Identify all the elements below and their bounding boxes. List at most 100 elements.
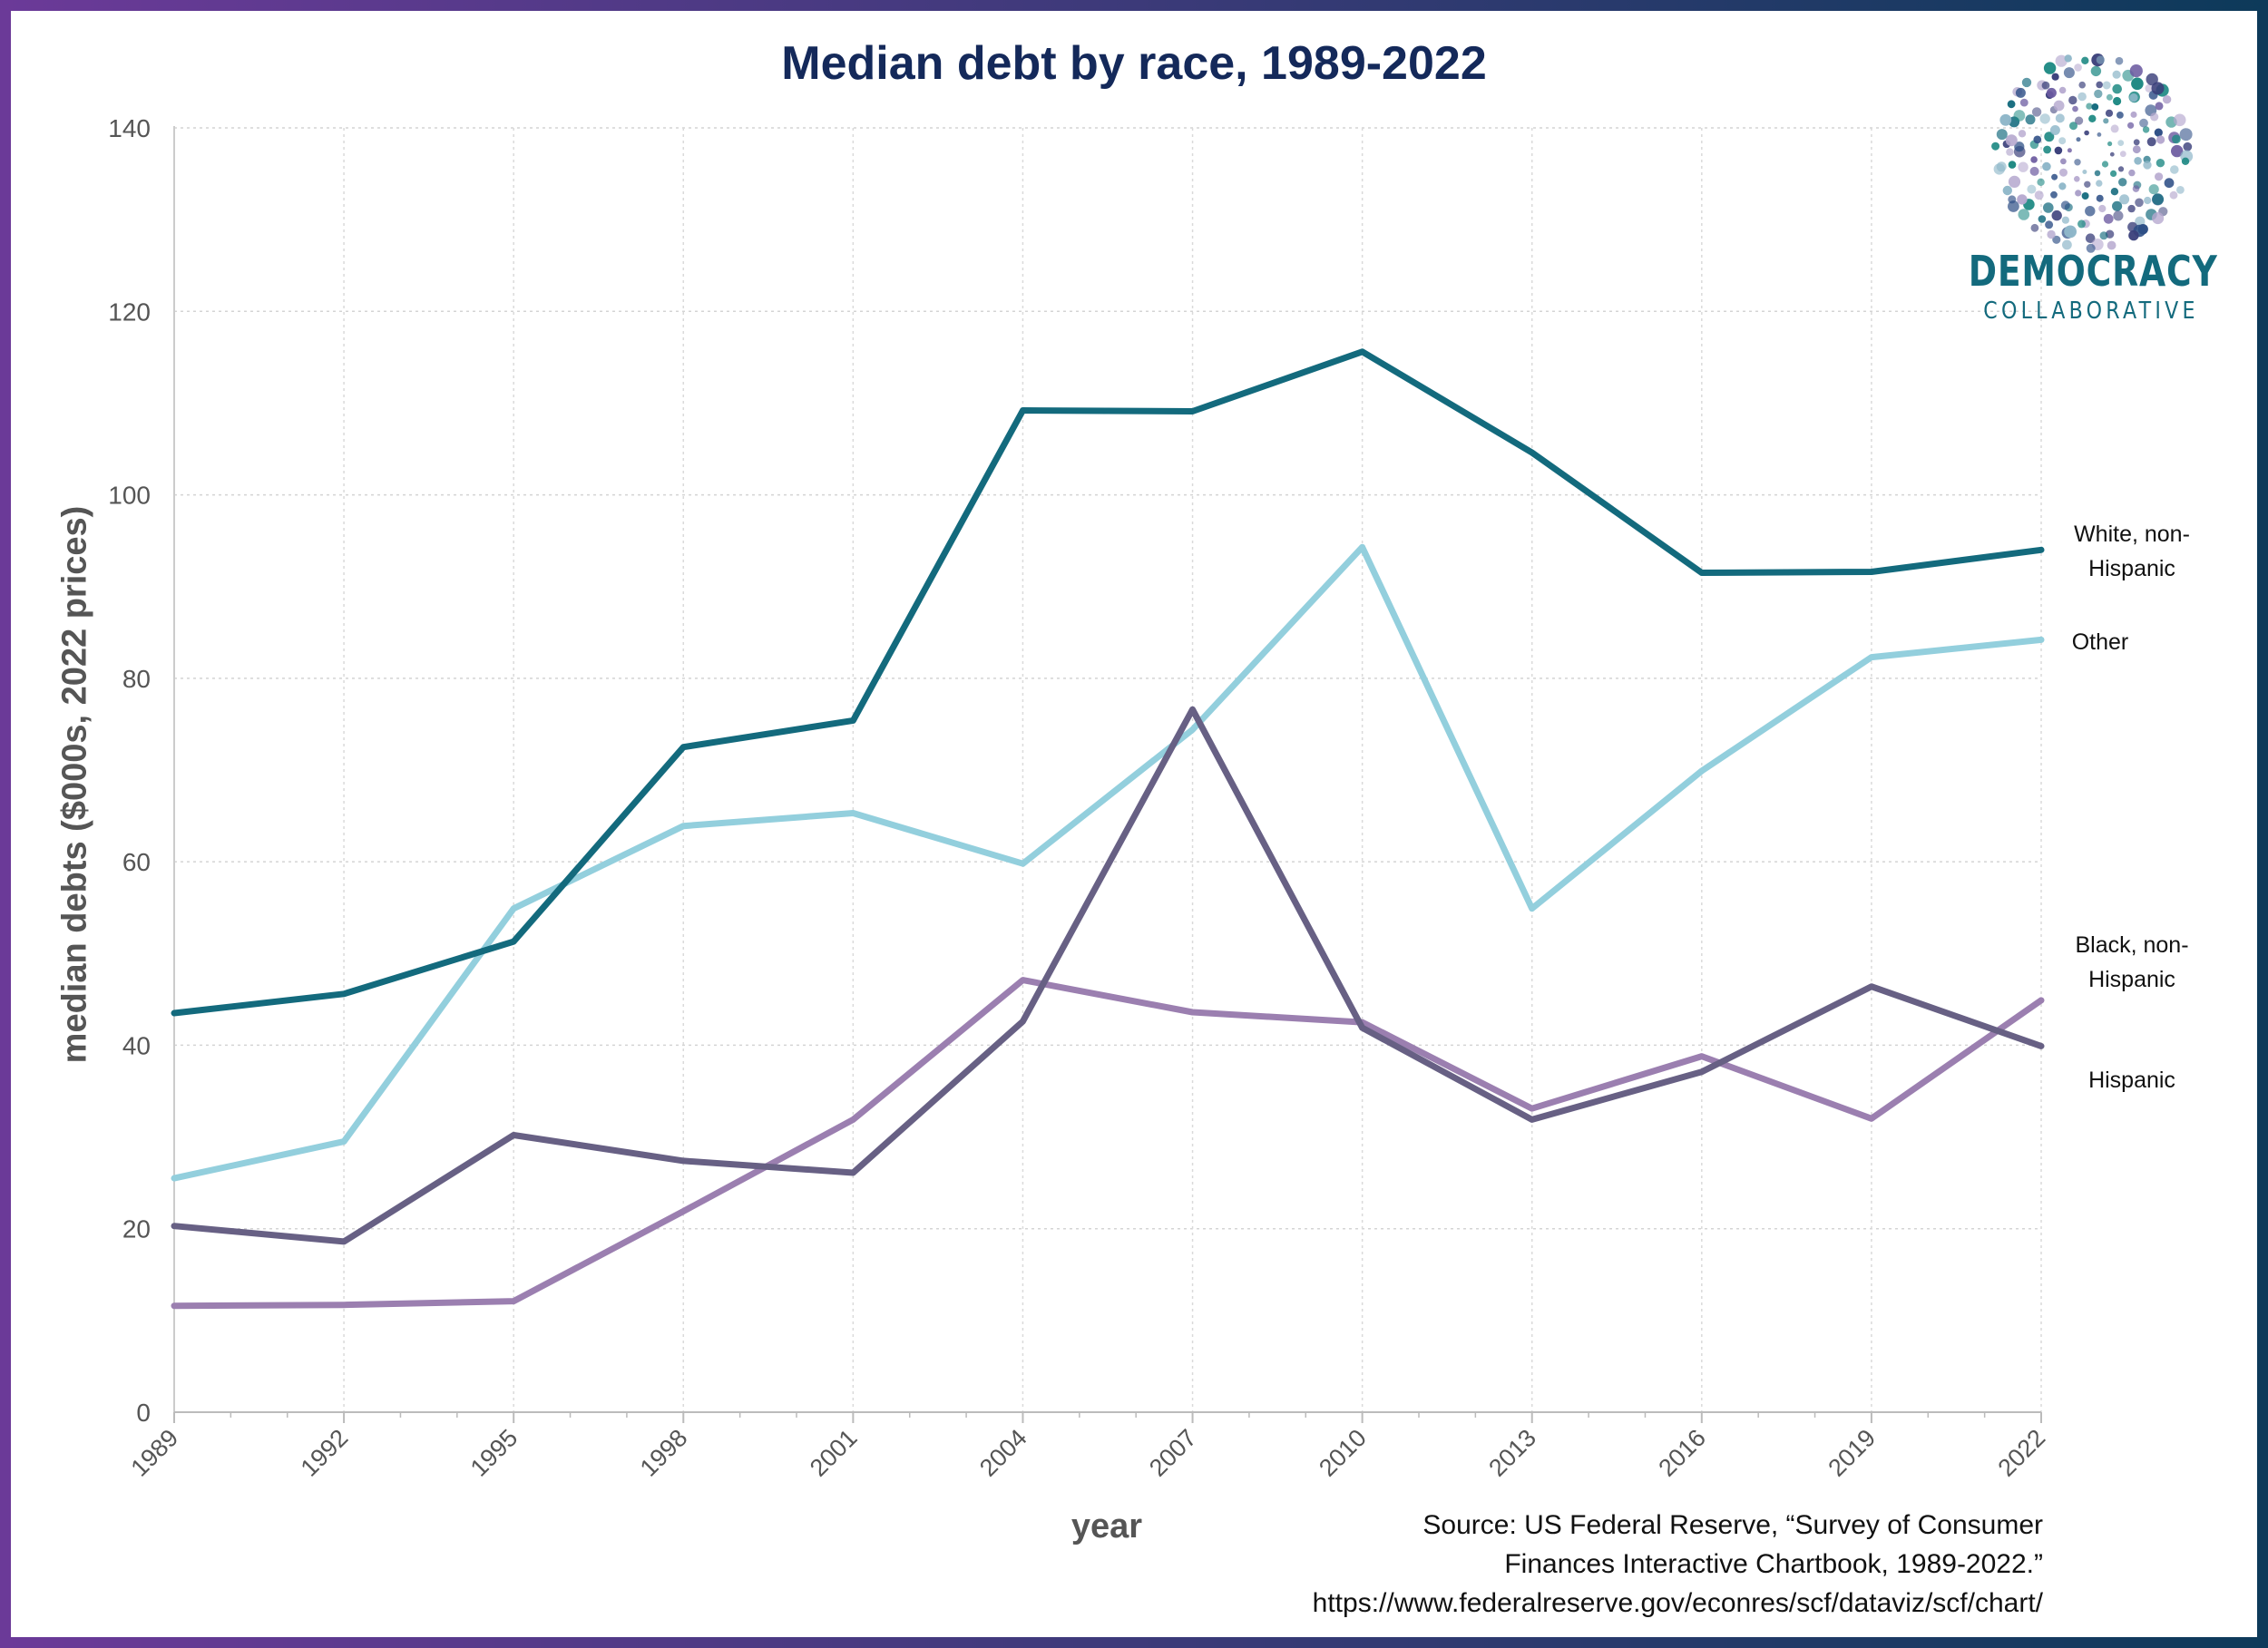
logo-dot bbox=[2130, 111, 2137, 118]
series-label-white-line1: White, non- bbox=[2074, 522, 2190, 547]
logo-dot bbox=[2099, 231, 2108, 240]
logo-dot bbox=[2015, 87, 2026, 98]
logo-dot bbox=[2084, 130, 2089, 136]
logo-dot bbox=[2075, 190, 2082, 197]
logo-dot bbox=[2128, 229, 2139, 241]
logo-dot bbox=[2118, 178, 2127, 187]
logo-dot bbox=[2018, 130, 2027, 138]
logo-dot bbox=[2135, 198, 2144, 208]
tick-labels: 0 20 40 60 80 100 120 140 1989 1992 1995 1998 2001 20… bbox=[108, 114, 2050, 1482]
logo-dot bbox=[2074, 176, 2080, 182]
logo-dot bbox=[2019, 98, 2028, 107]
x-tick-label: 1998 bbox=[635, 1424, 693, 1482]
series-line-white bbox=[171, 348, 2045, 1017]
logo-dot bbox=[2055, 113, 2065, 123]
logo-dot bbox=[2014, 141, 2025, 152]
series-label-hispanic: Hispanic bbox=[2088, 1068, 2175, 1093]
logo-dot bbox=[2078, 81, 2086, 89]
logo-dot bbox=[2077, 219, 2086, 229]
logo-dot bbox=[2075, 116, 2084, 125]
logo-dots-icon bbox=[1991, 54, 2194, 253]
logo-dot bbox=[2074, 159, 2081, 166]
series-label-black: Black, non- Hispanic bbox=[2041, 928, 2223, 997]
logo-dot bbox=[2181, 157, 2190, 165]
logo-dot bbox=[2034, 190, 2044, 200]
logo-dot bbox=[2101, 161, 2109, 168]
logo-dot bbox=[2152, 193, 2165, 206]
logo-dot bbox=[2154, 128, 2163, 137]
logo-dot bbox=[2086, 102, 2093, 110]
x-tick-label: 1992 bbox=[296, 1424, 354, 1482]
source-line-2: Finances Interactive Chartbook, 1989-202… bbox=[1504, 1549, 2043, 1579]
logo-dot bbox=[2164, 178, 2175, 189]
logo-dot bbox=[2142, 126, 2150, 133]
logo-dot bbox=[2171, 144, 2184, 158]
logo-dot bbox=[2064, 225, 2077, 239]
logo-dot bbox=[2046, 87, 2057, 98]
logo-dot bbox=[2110, 188, 2119, 196]
logo-dot bbox=[2148, 184, 2159, 195]
logo-dot bbox=[2144, 196, 2152, 205]
logo-dot bbox=[2031, 107, 2042, 117]
logo-dot bbox=[2058, 182, 2067, 190]
logo-dot bbox=[2050, 190, 2058, 199]
logo-dot bbox=[2052, 235, 2061, 244]
logo-dot bbox=[2170, 165, 2179, 174]
logo-dot bbox=[2008, 161, 2017, 169]
logo-dot bbox=[2110, 170, 2117, 177]
logo-dot bbox=[2128, 169, 2136, 177]
logo-dot bbox=[2146, 137, 2156, 147]
x-tick-label: 2010 bbox=[1314, 1424, 1372, 1482]
logo-dot bbox=[2084, 180, 2091, 188]
series-line-hispanic bbox=[171, 977, 2045, 1310]
x-tick-label: 2016 bbox=[1653, 1424, 1711, 1482]
x-tick-label: 2004 bbox=[974, 1424, 1032, 1482]
gridlines bbox=[174, 127, 2042, 1412]
logo-dot bbox=[2042, 161, 2051, 171]
logo-dot bbox=[2119, 194, 2130, 205]
logo-dot bbox=[2008, 195, 2017, 204]
logo-dot bbox=[2151, 82, 2165, 95]
logo-dot bbox=[2082, 170, 2087, 174]
logo-dot bbox=[2183, 141, 2193, 151]
logo-dot bbox=[2007, 100, 2016, 109]
series-line-black bbox=[171, 706, 2045, 1245]
y-tick-label: 40 bbox=[122, 1031, 151, 1059]
logo-dot bbox=[2088, 114, 2097, 122]
logo-dot bbox=[2096, 55, 2106, 64]
logo-dot bbox=[2113, 210, 2124, 221]
logo-dot bbox=[2047, 229, 2056, 239]
logo-dot bbox=[2013, 110, 2026, 122]
logo-dot bbox=[2112, 70, 2121, 79]
logo-dot bbox=[1999, 113, 2012, 126]
x-tick-label: 1989 bbox=[126, 1424, 184, 1482]
y-tick-label: 60 bbox=[122, 848, 151, 876]
logo-dot bbox=[1996, 129, 2008, 141]
logo-dot bbox=[2096, 81, 2103, 89]
logo-dot bbox=[2063, 67, 2075, 79]
logo-dot bbox=[2043, 145, 2052, 154]
logo-dot bbox=[2097, 132, 2102, 137]
logo-dot bbox=[2090, 65, 2102, 77]
y-axis-label: median debts ($000s, 2022 prices) bbox=[55, 505, 94, 1064]
logo-dot bbox=[2145, 83, 2154, 93]
logo-dot bbox=[2115, 56, 2124, 65]
logo-dot bbox=[2037, 178, 2045, 186]
logo-dot bbox=[2132, 145, 2141, 154]
logo-dot bbox=[2106, 93, 2113, 101]
logo-dot bbox=[2156, 159, 2165, 168]
logo-dot bbox=[2027, 184, 2037, 194]
logo-dot bbox=[2143, 161, 2152, 170]
logo-dot bbox=[2110, 124, 2119, 133]
logo-dot bbox=[2051, 173, 2058, 180]
series-label-black-line2: Hispanic bbox=[2088, 967, 2175, 992]
logo-dot bbox=[2173, 113, 2186, 127]
logo-dot bbox=[2131, 77, 2144, 91]
logo-dot bbox=[2091, 103, 2099, 111]
logo-dot bbox=[2102, 81, 2111, 90]
y-tick-label: 140 bbox=[108, 114, 151, 142]
x-tick-label: 2007 bbox=[1144, 1424, 1202, 1482]
x-axis-label: year bbox=[1070, 1507, 1143, 1546]
series-label-white: White, non- Hispanic bbox=[2041, 517, 2223, 586]
